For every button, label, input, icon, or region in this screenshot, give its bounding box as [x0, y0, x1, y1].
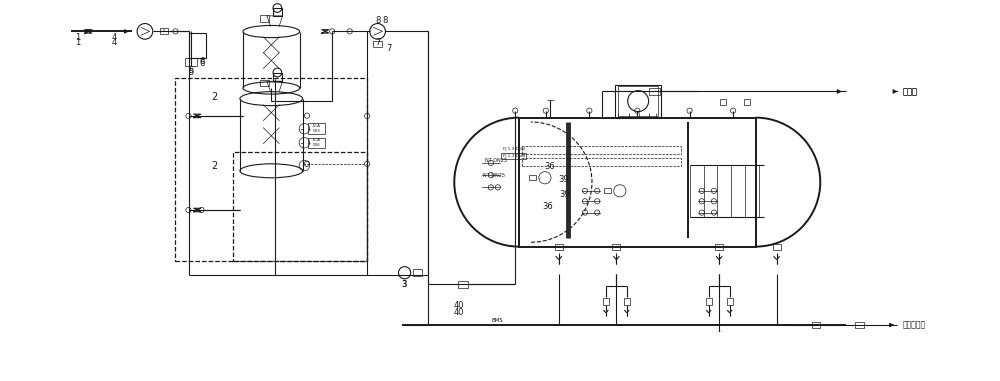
Text: 5: 5: [163, 29, 165, 34]
Bar: [273, 72, 282, 81]
Text: FJ 1-3 DNN: FJ 1-3 DNN: [503, 154, 524, 158]
Text: 7: 7: [375, 38, 380, 47]
Bar: [273, 8, 282, 16]
Text: 39: 39: [560, 190, 570, 199]
Bar: [612, 243, 620, 250]
Bar: [308, 138, 325, 148]
Text: BMS: BMS: [492, 318, 504, 323]
Text: 36: 36: [542, 202, 553, 211]
Text: FJ 1-3 DNN: FJ 1-3 DNN: [503, 147, 524, 151]
Text: 油简医: 油简医: [903, 87, 918, 96]
Bar: [185, 58, 197, 66]
Bar: [160, 28, 168, 34]
Bar: [522, 158, 681, 166]
Text: 40: 40: [453, 301, 464, 311]
Bar: [373, 42, 382, 48]
Text: 8: 8: [382, 16, 387, 24]
Text: LCA
006: LCA 006: [313, 138, 321, 147]
Text: 水处理装置: 水处理装置: [903, 320, 926, 330]
Bar: [624, 298, 630, 304]
Text: 36: 36: [545, 162, 556, 171]
Text: 39: 39: [558, 175, 569, 184]
Bar: [715, 368, 724, 374]
Bar: [529, 175, 536, 180]
Text: 5: 5: [188, 68, 194, 77]
Bar: [604, 188, 611, 194]
Bar: [744, 99, 750, 105]
Bar: [618, 86, 658, 116]
Bar: [773, 243, 781, 250]
Bar: [308, 123, 325, 134]
Bar: [714, 343, 724, 351]
Text: 1: 1: [75, 38, 80, 47]
Bar: [501, 153, 526, 159]
Bar: [555, 243, 563, 250]
Text: 3: 3: [401, 280, 406, 288]
Text: 40: 40: [453, 308, 464, 317]
Bar: [649, 88, 660, 94]
Bar: [715, 243, 723, 250]
Bar: [615, 85, 661, 118]
Text: 2: 2: [212, 162, 218, 171]
Text: 8: 8: [375, 16, 380, 24]
Text: 6: 6: [199, 58, 204, 66]
Bar: [519, 118, 756, 247]
Text: 4: 4: [112, 33, 117, 42]
Bar: [189, 33, 206, 58]
Bar: [522, 146, 681, 154]
Text: 4: 4: [112, 38, 117, 47]
Bar: [260, 15, 269, 21]
Bar: [458, 280, 468, 288]
Text: 7: 7: [386, 44, 392, 53]
Bar: [603, 298, 609, 304]
Bar: [175, 78, 367, 261]
Bar: [855, 322, 864, 328]
Bar: [233, 152, 367, 261]
Text: 2: 2: [212, 92, 218, 102]
Bar: [812, 322, 820, 328]
Text: LCA
003: LCA 003: [313, 125, 321, 133]
Text: 6: 6: [199, 59, 204, 68]
Bar: [413, 269, 422, 276]
Bar: [727, 298, 733, 304]
Text: 油简医: 油简医: [903, 87, 918, 96]
Text: NT DN25: NT DN25: [485, 158, 507, 163]
Bar: [260, 80, 269, 86]
Bar: [720, 99, 726, 105]
Text: 3: 3: [401, 280, 406, 288]
Text: NT DN25: NT DN25: [483, 173, 505, 178]
Text: 1: 1: [75, 33, 80, 42]
Bar: [706, 298, 712, 304]
Text: 5: 5: [188, 66, 194, 75]
